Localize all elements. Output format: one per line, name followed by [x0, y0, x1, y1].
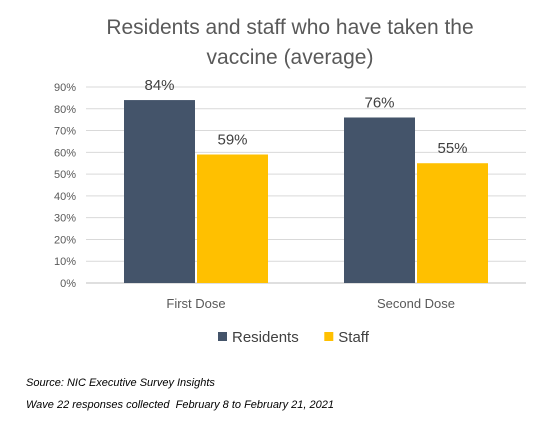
y-tick-label: 0% [60, 278, 76, 290]
y-tick-label: 80% [54, 104, 76, 116]
bar-staff [197, 154, 268, 283]
bars [124, 100, 488, 283]
bar-residents [344, 117, 415, 283]
y-tick-label: 50% [54, 169, 76, 181]
legend-swatch-residents [218, 332, 227, 341]
data-label: 84% [144, 77, 174, 94]
bar-staff [417, 163, 488, 283]
legend-label-residents: Residents [232, 329, 299, 346]
y-tick-label: 20% [54, 234, 76, 246]
y-tick-label: 30% [54, 213, 76, 225]
x-category-label: Second Dose [377, 296, 455, 311]
data-labels: 84% 59% 76% 55% [144, 77, 467, 157]
survey-wave-note: Wave 22 responses collected February 8 t… [26, 399, 334, 411]
chart-title-line-1: Residents and staff who have taken the [106, 16, 473, 39]
y-tick-label: 90% [54, 82, 76, 94]
x-axis-category-labels: First Dose Second Dose [166, 296, 455, 311]
data-label: 76% [364, 94, 394, 111]
y-tick-label: 10% [54, 256, 76, 268]
legend-swatch-staff [324, 332, 334, 341]
data-label: 59% [217, 132, 247, 149]
chart-title: Residents and staff who have taken the v… [106, 16, 473, 69]
y-tick-label: 40% [54, 191, 76, 203]
y-tick-label: 70% [54, 126, 76, 138]
legend: Residents Staff [218, 329, 370, 346]
source-note: Source: NIC Executive Survey Insights [26, 377, 215, 389]
y-axis-tick-labels: 0% 10% 20% 30% 40% 50% 60% 70% 80% 90% [54, 82, 76, 290]
legend-label-staff: Staff [338, 329, 369, 346]
x-category-label: First Dose [166, 296, 225, 311]
data-label: 55% [437, 140, 467, 157]
y-tick-label: 60% [54, 147, 76, 159]
bar-residents [124, 100, 195, 283]
chart-title-line-2: vaccine (average) [207, 46, 374, 69]
